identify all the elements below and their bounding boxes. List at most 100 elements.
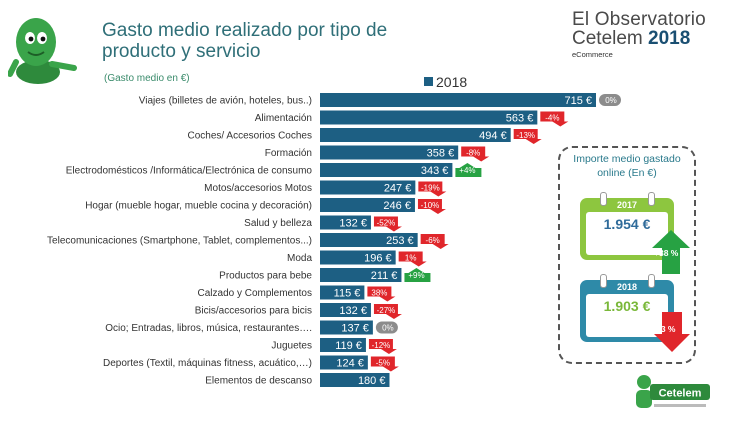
brand-line1: El Observatorio [572, 9, 706, 30]
bar-value-label: 196 € [364, 253, 392, 265]
change-label: -19% [421, 184, 440, 193]
calendar-value: 1.903 € [603, 298, 651, 314]
panel-title: Importe medio gastado online (En €) [573, 153, 681, 179]
change-label: 0% [382, 324, 394, 333]
change-label: -5% [376, 359, 390, 368]
bar-value-label: 211 € [371, 270, 398, 282]
change-badge-down [461, 146, 490, 162]
category-label: Viajes (billetes de avión, hoteles, bus.… [139, 96, 312, 107]
bar-value-label: 253 € [386, 235, 414, 247]
chart-title: Gasto medio realizado por tipo de produc… [102, 20, 388, 62]
bar-value-label: 246 € [383, 200, 411, 212]
change-label: 0% [605, 96, 617, 105]
calendar-ring [600, 192, 607, 206]
bar [320, 320, 373, 335]
bar-value-label: 124 € [336, 358, 364, 370]
change-badge-down [370, 356, 399, 372]
legend-label: 2018 [436, 74, 468, 90]
category-label: Productos para bebe [219, 271, 312, 282]
change-badge-down [373, 304, 402, 319]
logo-text: Cetelem [659, 388, 702, 400]
calendar-year: 2018 [616, 282, 638, 292]
bar [320, 110, 538, 125]
category-label: Telecomunicaciones (Smartphone, Tablet, … [47, 236, 312, 247]
calendar-year: 2017 [616, 200, 638, 210]
change-label: -13% [516, 131, 535, 140]
change-badge-down [373, 216, 402, 232]
bar-value-label: 494 € [479, 130, 507, 142]
category-label: Electrodomésticos /Informática/Electróni… [66, 166, 313, 177]
arrow-up-icon [652, 230, 690, 274]
bar [320, 215, 371, 230]
bar-value-label: 119 € [335, 340, 362, 352]
change-label: -10% [421, 201, 440, 210]
category-label: Hogar (mueble hogar, mueble cocina y dec… [85, 201, 312, 212]
category-label: Elementos de descanso [205, 376, 312, 387]
change-badge-up [455, 163, 482, 177]
bar [320, 355, 368, 370]
brand-line2: Cetelem 2018 [572, 29, 706, 48]
change-badge-down [398, 251, 427, 267]
change-badge-down [367, 286, 396, 302]
bar-value-label: 247 € [384, 183, 412, 195]
arrow-down-icon [654, 312, 690, 352]
bar-value-label: 132 € [339, 305, 367, 317]
bar-value-label: 358 € [427, 148, 455, 160]
bar [320, 198, 415, 212]
bar-value-label: 180 € [358, 375, 386, 387]
change-label: -8% [466, 149, 480, 158]
change-badge-down [418, 181, 447, 197]
bar [320, 268, 402, 282]
category-label: Moda [287, 253, 312, 264]
brand-header: El Observatorio Cetelem 2018 eCommerce [572, 10, 706, 59]
change-label: -27% [377, 306, 396, 315]
category-label: Calzado y Complementos [198, 288, 313, 299]
bar [320, 285, 365, 300]
chart-subtitle: (Gasto medio en €) [104, 73, 190, 84]
bar [320, 163, 453, 177]
bar [320, 303, 371, 317]
change-badge-down [513, 129, 542, 144]
bar [320, 338, 366, 352]
brand-line3: eCommerce [572, 50, 613, 59]
bar [320, 93, 596, 107]
change-label: -12% [372, 341, 391, 350]
category-label: Formación [265, 148, 312, 159]
change-badge-down [417, 199, 446, 214]
change-label: +4% [459, 166, 475, 175]
change-label: +9% [408, 271, 424, 280]
change-badge [375, 321, 398, 334]
mascot-illustration [8, 18, 77, 84]
brand-name: Cetelem [572, 28, 643, 49]
bar-value-label: 132 € [339, 218, 367, 230]
bar-value-label: 343 € [421, 165, 449, 177]
category-label: Coches/ Accesorios Coches [187, 131, 312, 142]
category-label: Alimentación [255, 113, 312, 124]
change-label: 38% [371, 289, 387, 298]
cetelem-logo: Cetelem [636, 375, 710, 408]
calendar-value: 1.954 € [603, 216, 651, 232]
change-badge [599, 94, 621, 106]
change-badge-up [404, 268, 431, 282]
bar [320, 373, 390, 387]
chart-legend: 2018 [424, 74, 467, 90]
bar-value-label: 563 € [506, 113, 534, 125]
bar-value-label: 715 € [564, 95, 592, 107]
change-badge-down [368, 339, 397, 354]
calendar-ring [600, 274, 607, 288]
calendar-ring [648, 274, 655, 288]
change-label: 1% [405, 254, 417, 263]
category-label: Salud y belleza [244, 218, 312, 229]
online-spend-panel: Importe medio gastado online (En €) 2017… [558, 146, 696, 364]
calendar-ring [648, 192, 655, 206]
bar [320, 233, 418, 247]
change-badge-down [540, 111, 569, 127]
change-label: -52% [377, 219, 396, 228]
brand-year: 2018 [648, 28, 691, 49]
bar-value-label: 115 € [334, 288, 361, 300]
calendar-card-2018: 2018 1.903 € [580, 274, 674, 342]
bar-value-label: 137 € [341, 323, 369, 335]
change-label: -6% [426, 236, 440, 245]
bar [320, 180, 416, 195]
